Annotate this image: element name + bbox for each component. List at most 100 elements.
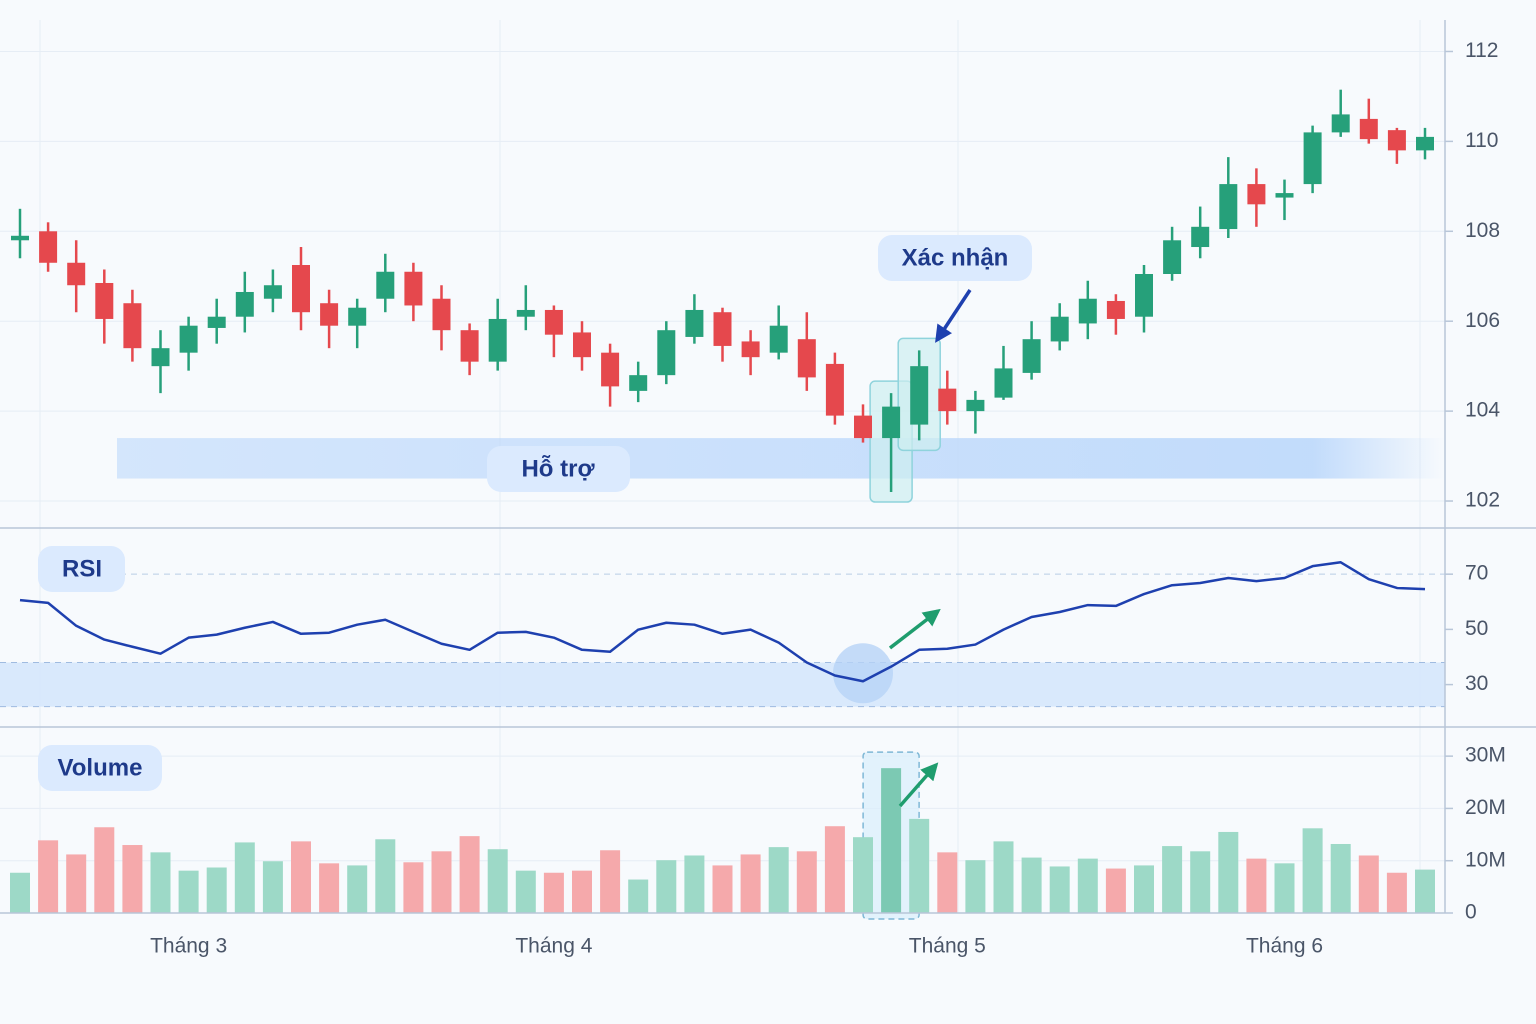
candle-body: [685, 309, 704, 337]
volume-bar: [768, 847, 789, 913]
volume-bar: [656, 860, 677, 913]
volume-bar: [319, 863, 340, 913]
volume-bar: [1077, 858, 1098, 913]
volume-bar: [1415, 869, 1435, 913]
candle-body: [1135, 274, 1153, 317]
volume-bar: [572, 870, 592, 913]
volume-bar: [628, 879, 649, 913]
y-tick-label: 30: [1465, 672, 1488, 695]
candle-body: [1219, 184, 1238, 230]
candle-body: [348, 307, 367, 326]
y-tick-label: 30M: [1465, 744, 1506, 767]
support-band: [117, 438, 1445, 479]
candle-body: [966, 399, 985, 412]
volume-bar: [853, 837, 873, 913]
candle-body: [713, 312, 732, 346]
candle-body: [1359, 118, 1378, 140]
volume-bar: [66, 854, 87, 913]
volume-bar: [262, 861, 283, 913]
candle-body: [376, 271, 395, 299]
candle-body: [39, 231, 58, 263]
support-label: Hỗ trợ: [521, 454, 595, 482]
y-tick-label: 70: [1465, 562, 1488, 585]
candle-body: [938, 388, 957, 412]
rsi-title-box: [38, 546, 125, 592]
candle-body: [994, 368, 1013, 398]
candle-body: [657, 330, 676, 376]
candle-body: [67, 262, 86, 286]
candle-body: [1275, 193, 1294, 198]
volume-bar: [431, 851, 452, 913]
volume-bar: [178, 870, 199, 913]
candle-body: [573, 332, 591, 358]
volume-bar: [796, 851, 817, 913]
volume-bar: [712, 865, 733, 913]
candle-body: [1050, 316, 1069, 342]
volume-bar: [1021, 857, 1042, 913]
volume-bar: [1330, 843, 1351, 913]
y-tick-label: 106: [1465, 309, 1500, 332]
candle-body: [1078, 298, 1097, 324]
candle-body: [825, 363, 844, 416]
volume-bar: [515, 870, 536, 913]
y-tick-label: 102: [1465, 489, 1500, 512]
candle-body: [797, 339, 816, 378]
volume-bar: [234, 842, 255, 913]
candle-body: [1247, 184, 1266, 205]
volume-bar: [122, 845, 143, 913]
volume-arrow: [898, 762, 939, 808]
callout-box: [878, 235, 1032, 281]
volume-bar: [291, 841, 311, 913]
y-tick-label: 20M: [1465, 796, 1506, 819]
volume-bar: [375, 839, 396, 913]
candle-body: [460, 330, 479, 362]
candle-body: [1331, 114, 1350, 133]
candle-body: [263, 285, 282, 299]
volume-bar: [1134, 865, 1154, 913]
candle-body: [1106, 300, 1125, 319]
candle-body: [544, 309, 563, 335]
candle-body: [854, 415, 872, 439]
y-tick-label: 110: [1465, 129, 1498, 152]
candle-body: [95, 282, 114, 319]
volume-bar: [740, 854, 761, 913]
rsi-line: [19, 561, 1426, 683]
volume-title-box: [38, 745, 162, 791]
volume-bar: [38, 840, 59, 913]
candle-body: [1022, 339, 1041, 373]
volume-bar: [909, 818, 930, 913]
volume-bar: [1358, 855, 1379, 913]
volume-bar: [459, 836, 480, 913]
candle-body: [601, 352, 620, 387]
candle-body: [1387, 130, 1406, 151]
volume-bar: [824, 826, 845, 913]
x-tick-label: Tháng 5: [909, 935, 986, 958]
y-tick-label: 0: [1465, 901, 1477, 924]
volume-bar: [684, 855, 705, 913]
candle-body: [1163, 240, 1182, 274]
volume-bar: [543, 872, 564, 913]
y-tick-label: 108: [1465, 219, 1500, 242]
volume-bar: [1049, 866, 1070, 913]
y-tick-label: 112: [1465, 39, 1498, 62]
candle-body: [320, 303, 339, 326]
candle-body: [910, 366, 929, 425]
volume-bar: [1386, 872, 1407, 913]
candle-body: [1303, 132, 1322, 185]
candle-body: [207, 316, 226, 328]
candle-body: [741, 341, 760, 358]
callout-label: Xác nhận: [902, 244, 1009, 271]
candle-body: [629, 375, 648, 391]
volume-bar: [487, 849, 508, 913]
candle-body: [292, 265, 310, 313]
volume-bar: [94, 827, 115, 913]
volume-bar: [600, 850, 621, 913]
candle-body: [179, 325, 198, 353]
volume-bar: [1302, 828, 1323, 913]
candle-body: [1416, 136, 1434, 151]
candle-body: [123, 303, 142, 349]
y-tick-label: 10M: [1465, 848, 1506, 871]
rsi-highlight: [833, 643, 893, 704]
volume-bar: [1274, 863, 1295, 913]
candle-body: [769, 325, 788, 353]
